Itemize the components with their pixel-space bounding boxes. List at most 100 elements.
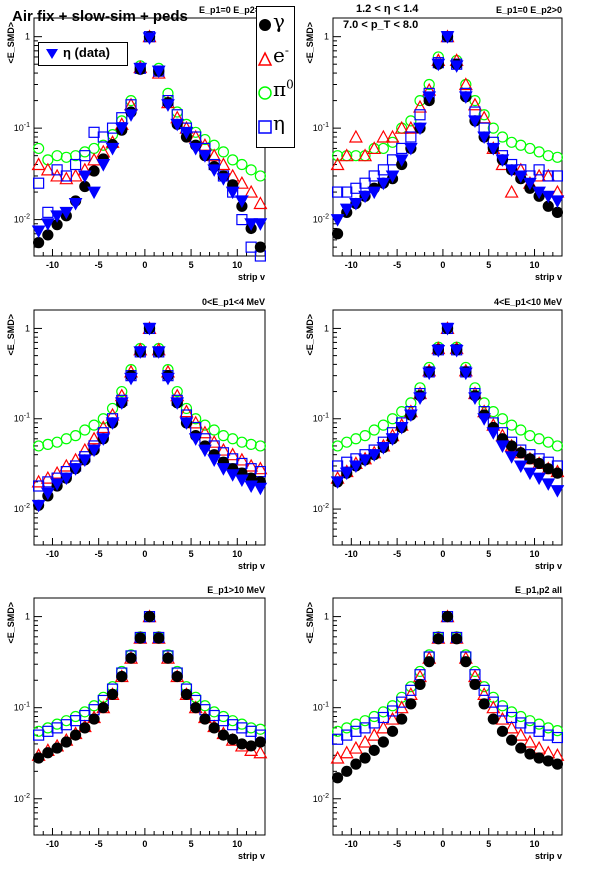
data-point bbox=[79, 180, 91, 193]
data-point bbox=[216, 463, 231, 476]
data-point bbox=[253, 461, 268, 475]
data-point bbox=[42, 725, 54, 737]
data-point bbox=[348, 129, 363, 143]
y-tick-label: 10-1 bbox=[313, 702, 329, 713]
data-point bbox=[59, 472, 74, 486]
data-point bbox=[41, 218, 55, 231]
data-point bbox=[227, 715, 239, 727]
data-point bbox=[225, 186, 240, 200]
data-point bbox=[77, 170, 92, 184]
y-tick-label: 10-2 bbox=[313, 793, 329, 804]
x-tick-label: 10 bbox=[232, 839, 242, 849]
data-point bbox=[431, 344, 446, 358]
data-point bbox=[413, 122, 427, 136]
data-point bbox=[69, 729, 82, 741]
data-point bbox=[60, 433, 72, 445]
data-point bbox=[513, 170, 528, 184]
data-point bbox=[151, 346, 166, 359]
panel-title: 4<E_p1<10 MeV bbox=[494, 297, 562, 307]
series-gamma bbox=[33, 610, 266, 764]
data-point bbox=[423, 78, 435, 91]
pt-range-label: 7.0 < p_T < 8.0 bbox=[343, 19, 419, 31]
x-tick-label: 0 bbox=[142, 549, 147, 559]
open-circle-icon bbox=[258, 86, 272, 100]
panel-title: E_p1,p2 all bbox=[515, 585, 562, 595]
data-point bbox=[171, 670, 183, 683]
series-pi0 bbox=[331, 610, 564, 737]
data-point bbox=[350, 725, 362, 737]
data-point bbox=[51, 718, 63, 730]
data-point bbox=[134, 632, 146, 644]
panel-title: 0<E_p1<4 MeV bbox=[202, 297, 265, 307]
series-pi0 bbox=[331, 322, 564, 452]
data-point bbox=[532, 186, 546, 200]
data-point bbox=[551, 467, 564, 479]
y-tick-label: 1 bbox=[25, 612, 30, 622]
y-axis-label: <E_SMD> bbox=[6, 602, 16, 644]
data-point bbox=[477, 413, 491, 426]
data-point bbox=[368, 170, 380, 182]
data-point bbox=[495, 711, 510, 725]
data-point bbox=[533, 457, 545, 470]
data-point bbox=[487, 713, 499, 725]
data-point bbox=[69, 150, 82, 162]
data-point bbox=[96, 420, 111, 434]
data-point bbox=[358, 734, 373, 748]
eta-range-label: 1.2 < η < 1.4 bbox=[356, 3, 419, 15]
data-point bbox=[116, 670, 128, 683]
data-point bbox=[79, 722, 91, 734]
data-point bbox=[116, 385, 128, 398]
data-point bbox=[350, 150, 362, 162]
data-point bbox=[431, 58, 446, 72]
plot-frame bbox=[332, 309, 563, 546]
data-point bbox=[440, 322, 455, 336]
data-point bbox=[199, 700, 211, 712]
data-point bbox=[114, 122, 129, 136]
data-point bbox=[51, 164, 63, 176]
data-point bbox=[33, 480, 45, 492]
data-point bbox=[478, 397, 490, 409]
data-point bbox=[458, 77, 473, 91]
data-point bbox=[33, 237, 45, 249]
y-tick-label: 1 bbox=[324, 612, 329, 622]
data-point bbox=[533, 718, 545, 730]
data-point bbox=[367, 449, 382, 462]
data-point bbox=[496, 725, 509, 737]
data-point bbox=[550, 195, 565, 208]
data-point bbox=[88, 126, 100, 138]
x-tick-label: 0 bbox=[440, 839, 445, 849]
data-point bbox=[524, 715, 536, 727]
data-point bbox=[69, 430, 82, 442]
open-triangle-icon bbox=[257, 51, 273, 66]
data-point bbox=[377, 142, 389, 155]
data-point bbox=[460, 656, 472, 668]
data-point bbox=[50, 478, 64, 491]
data-point bbox=[486, 142, 501, 156]
data-point bbox=[403, 120, 418, 134]
data-point bbox=[42, 747, 54, 759]
data-point bbox=[106, 128, 119, 141]
x-tick-label: 10 bbox=[530, 549, 540, 559]
data-point bbox=[405, 397, 417, 409]
data-point bbox=[349, 197, 363, 211]
data-point bbox=[506, 706, 518, 718]
data-point bbox=[377, 164, 389, 176]
data-point bbox=[124, 109, 138, 122]
data-point bbox=[513, 727, 528, 741]
data-point bbox=[133, 62, 148, 76]
data-point bbox=[106, 688, 119, 700]
data-point bbox=[386, 154, 399, 166]
series-eta-data bbox=[31, 322, 268, 513]
data-legend: η (data) bbox=[38, 42, 128, 66]
data-point bbox=[199, 419, 211, 431]
y-tick-label: 10-2 bbox=[14, 793, 30, 804]
data-point bbox=[541, 478, 556, 491]
series-eta-mc bbox=[331, 31, 564, 198]
data-point bbox=[469, 678, 481, 691]
data-point bbox=[451, 633, 463, 645]
y-tick-label: 10-2 bbox=[14, 503, 30, 514]
triangle-down-icon bbox=[46, 49, 58, 59]
data-point bbox=[216, 442, 231, 456]
data-point bbox=[87, 186, 101, 200]
data-point bbox=[171, 385, 183, 398]
